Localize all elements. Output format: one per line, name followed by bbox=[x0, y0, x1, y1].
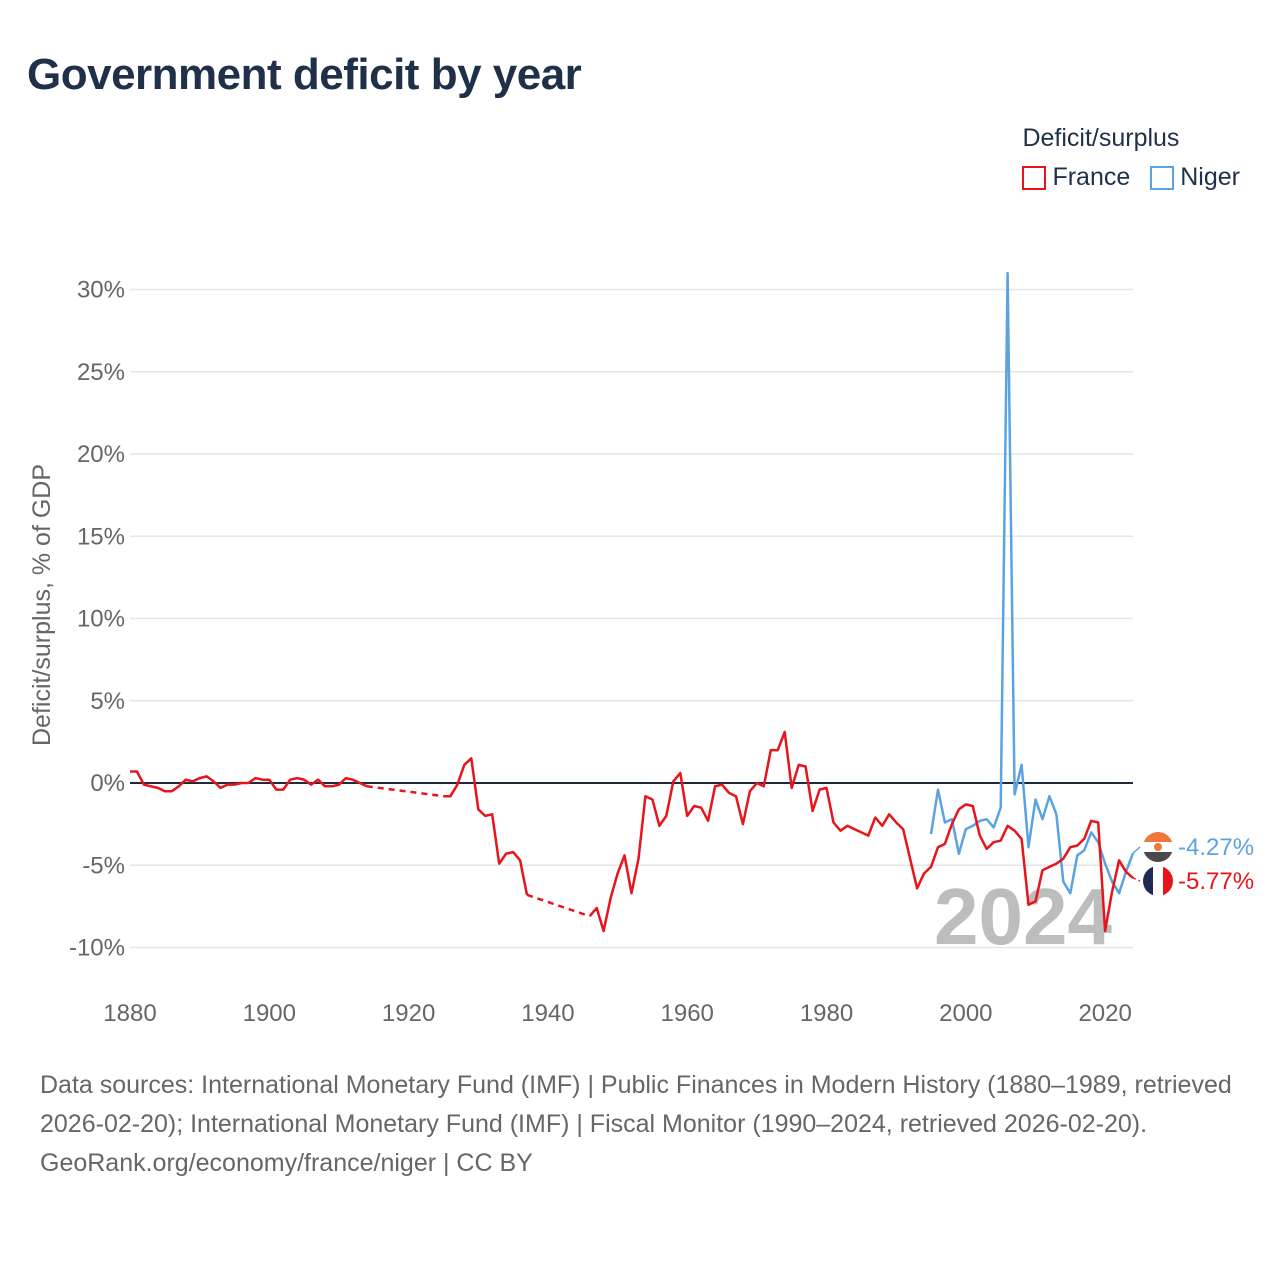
france-series-gap bbox=[526, 893, 591, 918]
x-tick-label: 2020 bbox=[1078, 1000, 1131, 1027]
x-tick-label: 1960 bbox=[661, 1000, 714, 1027]
france-end-value: -5.77% bbox=[1178, 868, 1254, 895]
footer: Data sources: International Monetary Fun… bbox=[40, 1066, 1240, 1183]
data-sources: Data sources: International Monetary Fun… bbox=[40, 1071, 1232, 1138]
france-series-line bbox=[130, 770, 368, 793]
y-tick-label: 30% bbox=[77, 277, 125, 304]
france-flag-icon bbox=[1143, 866, 1173, 896]
niger-swatch bbox=[1150, 165, 1175, 190]
x-tick-label: 1980 bbox=[800, 1000, 853, 1027]
x-tick-label: 1940 bbox=[521, 1000, 574, 1027]
y-tick-label: 10% bbox=[77, 606, 125, 633]
y-tick-label: 15% bbox=[77, 523, 125, 550]
line-chart: 30% 25% 20% 15% 10% 5% 0% -5% -10% 1880 1900 1920 19… bbox=[28, 271, 1254, 1027]
y-tick-label: 25% bbox=[77, 359, 125, 386]
niger-flag-icon bbox=[1143, 832, 1173, 862]
france-series-line bbox=[588, 730, 1134, 933]
france-swatch bbox=[1022, 165, 1047, 190]
legend-title: Deficit/surplus bbox=[1022, 124, 1180, 152]
y-tick-label: 20% bbox=[77, 441, 125, 468]
y-axis-title: Deficit/surplus, % of GDP bbox=[28, 464, 56, 746]
niger-label-connector bbox=[1132, 846, 1141, 854]
attribution-link[interactable]: GeoRank.org/economy/france/niger | CC BY bbox=[40, 1149, 533, 1177]
france-series-gap bbox=[366, 785, 444, 798]
x-tick-label: 2000 bbox=[939, 1000, 992, 1027]
year-watermark: 2024 bbox=[934, 872, 1112, 961]
france-series-line bbox=[443, 757, 529, 896]
legend-label-niger: Niger bbox=[1180, 163, 1240, 191]
chart-title: Government deficit by year bbox=[27, 50, 582, 99]
niger-series-line bbox=[929, 271, 1135, 895]
y-tick-label: 0% bbox=[90, 770, 125, 797]
y-tick-label: 5% bbox=[90, 688, 125, 715]
legend-item-france[interactable]: France bbox=[1022, 163, 1130, 192]
y-tick-label: -5% bbox=[82, 852, 125, 879]
x-tick-label: 1900 bbox=[243, 1000, 296, 1027]
x-tick-label: 1920 bbox=[382, 1000, 435, 1027]
france-label-connector bbox=[1132, 877, 1141, 882]
y-tick-label: -10% bbox=[69, 935, 125, 962]
legend: Deficit/surplus France Niger bbox=[1022, 124, 1240, 192]
legend-item-niger[interactable]: Niger bbox=[1150, 163, 1240, 192]
x-tick-label: 1880 bbox=[103, 1000, 156, 1027]
legend-label-france: France bbox=[1052, 163, 1131, 191]
niger-end-value: -4.27% bbox=[1178, 834, 1254, 861]
